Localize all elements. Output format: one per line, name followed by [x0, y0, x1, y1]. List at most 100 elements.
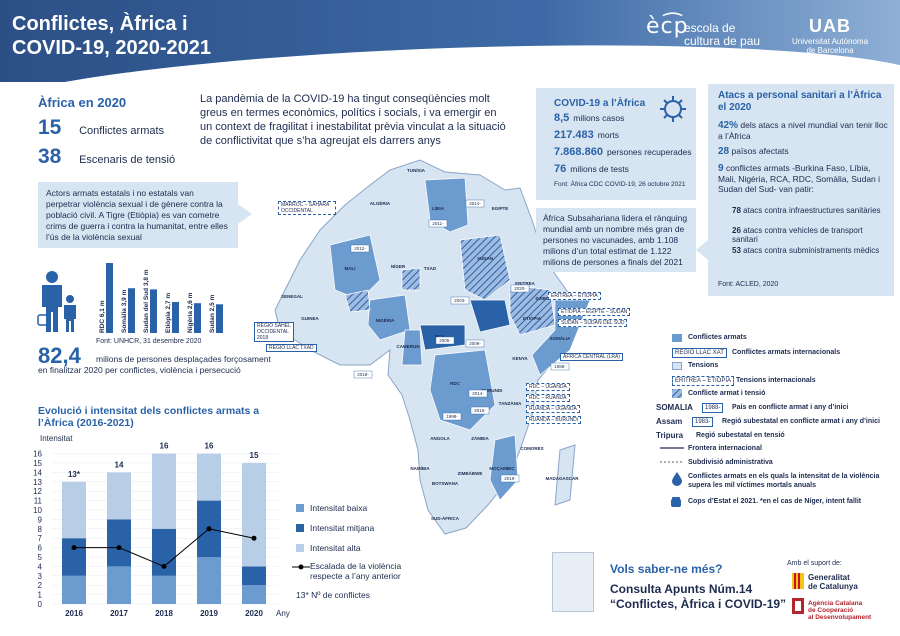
map-year-label: 2012- — [354, 246, 366, 251]
covid-recovered: 7.868.860 persones recuperades — [554, 146, 692, 158]
title-line-1: Conflictes, Àfrica i — [12, 13, 188, 35]
evol-ytick: 8 — [38, 525, 43, 534]
attacks-sub-2-text: atacs contra vehicles de transport sanit… — [732, 226, 863, 244]
map-year-label: 1988- — [554, 364, 566, 369]
fist-icon — [671, 497, 681, 507]
covid-recovered-number: 7.868.860 — [554, 146, 603, 158]
more-title: Vols saber-ne més? — [610, 562, 723, 576]
covid-deaths-number: 217.483 — [554, 129, 594, 141]
covid-recovered-label: persones recuperades — [606, 147, 692, 157]
map-country-label: RDC — [450, 381, 460, 386]
evol-ytick: 13 — [33, 478, 42, 487]
legend-swatch-high — [296, 544, 304, 552]
drop-icon — [672, 472, 682, 486]
covid-tests-number: 76 — [554, 163, 567, 175]
tag-etiopia-egipte-sudan: ETIÒPIA – EGIPTE – SUDAN — [558, 308, 631, 316]
map-year-label: 2014- — [469, 201, 481, 206]
callout-pointer — [238, 204, 252, 224]
ecp-logo-mark: èc͡p — [646, 14, 689, 39]
map-year-box — [470, 406, 490, 415]
evol-xlabel: Any — [276, 609, 290, 618]
legend-somalia-year: 1988- — [702, 403, 724, 413]
evol-ytick: 2 — [38, 581, 43, 590]
evol-ytick: 5 — [38, 553, 43, 562]
covid-cases: 8,5 milions casos — [554, 112, 624, 124]
tag-eritrea-etiopia: ERITREA – ETIÒPIA — [548, 292, 601, 300]
legend-line-swatch — [292, 564, 310, 570]
evol-ytick: 9 — [38, 515, 43, 524]
attacks-sub-2-number: 26 — [732, 226, 741, 235]
displaced-text-2: en finalitzar 2020 per conflictes, violè… — [38, 365, 241, 375]
mozambique-region — [489, 434, 519, 501]
displaced-bar — [216, 304, 223, 333]
uab-logo: UAB Universitat Autònoma de Barcelona — [792, 16, 868, 55]
map-country-label: SENEGAL — [281, 294, 303, 299]
covid-source: Font: Àfrica CDC COVID-19, 26 octubre 20… — [554, 181, 686, 188]
more-link[interactable]: Consulta Apunts Núm.14 “Conflictes, Àfri… — [610, 582, 786, 612]
attacks-sub-3: 53 atacs contra subministraments mèdics — [732, 246, 882, 255]
evol-total-label: 14 — [115, 460, 124, 469]
legend-intl-tension-box: ERITREA – ETIÒPIA — [672, 376, 735, 386]
acc-line-2: de Cooperació — [808, 607, 854, 614]
displaced-bar — [172, 302, 179, 333]
stat-tensions: 38 Escenaris de tensió — [38, 145, 175, 169]
map-country-label: COMORES — [520, 446, 543, 451]
evol-ytick: 1 — [38, 591, 43, 600]
tag-rdc-ruanda: RDC – RUANDA — [526, 394, 570, 402]
evol-bar-segment — [242, 585, 266, 604]
attacks-countries-number: 28 — [718, 146, 730, 157]
gen-line-2: de Catalunya — [808, 582, 858, 591]
map-year-box — [550, 362, 570, 371]
attacks-sub-1-number: 78 — [732, 206, 741, 215]
legend-somalia-text: País en conflicte armat i any d’inici — [732, 404, 849, 411]
legend-coups: Cops d’Estat el 2021. *en el cas de Níge… — [688, 498, 862, 505]
evol-bar-segment — [107, 472, 131, 520]
covid-cases-label: milions casos — [573, 113, 625, 123]
evol-bar-segment — [197, 557, 221, 604]
africa2020-title: Àfrica en 2020 — [38, 95, 127, 110]
map-year-label: 2015- — [474, 408, 486, 413]
tag-sudan-sudan-sud: SUDAN – SUDAN DEL SUD — [558, 319, 628, 327]
evol-escalation-point — [71, 545, 77, 551]
south-sudan-region — [469, 299, 511, 333]
attacks-conflicts-number: 9 — [718, 163, 724, 174]
publication-cover[interactable] — [552, 552, 594, 612]
map-country-label: MADAGASCAR — [546, 476, 580, 481]
legend-border-lines — [660, 447, 684, 463]
covid-tests-label: milions de tests — [570, 164, 629, 174]
attacks-source: Font: ACLED, 2020 — [718, 281, 779, 288]
legend-high: Intensitat alta — [310, 543, 361, 553]
sudan-region — [459, 234, 511, 301]
legend-conflicts-swatch — [672, 334, 682, 342]
evol-ytick: 14 — [33, 468, 42, 477]
map-country-label: KENYA — [512, 356, 528, 361]
legend-tripura-text: Regió subestatal en tensió — [696, 432, 785, 439]
map-country-label: MALI — [345, 266, 356, 271]
legend-intl-tension: Tensions internacionals — [736, 377, 816, 384]
attacks-sub-3-text: atacs contra subministraments mèdics — [743, 246, 880, 255]
libya-region — [424, 177, 469, 233]
stat-conflicts: 15 Conflictes armats — [38, 116, 164, 140]
map-country-label: LÍBIA — [432, 204, 444, 211]
map-year-box — [350, 244, 370, 253]
evol-xtick: 2020 — [245, 609, 263, 618]
acc-logo-icon — [792, 598, 804, 614]
africa-map: TUNÍSIA ALGÈRIA LÍBIA EGIPTE MALI NÍGER TXAD SU… — [274, 159, 591, 535]
generalitat-name: Generalitat de Catalunya — [808, 573, 858, 591]
evol-ytick: 11 — [34, 497, 43, 506]
evol-escalation-point — [251, 535, 257, 541]
virus-icon — [660, 96, 686, 122]
evol-total-label: 16 — [160, 442, 169, 451]
vaccination-box: Àfrica Subsahariana lidera el rànquing m… — [536, 208, 696, 272]
support-label: Amb el suport de: — [787, 560, 842, 567]
map-country-label: MOÇAMBIC — [489, 466, 515, 471]
map-year-box — [465, 339, 485, 348]
legend-swatch-low — [296, 504, 304, 512]
map-country-label: ALGÈRIA — [370, 199, 391, 206]
map-year-box — [435, 336, 455, 345]
uab-line-1: Universitat Autònoma — [792, 37, 869, 46]
evol-ytick: 16 — [33, 450, 42, 459]
stat-conflicts-label: Conflictes armats — [79, 125, 165, 137]
acc-line-1: Agència Catalana — [808, 600, 863, 607]
